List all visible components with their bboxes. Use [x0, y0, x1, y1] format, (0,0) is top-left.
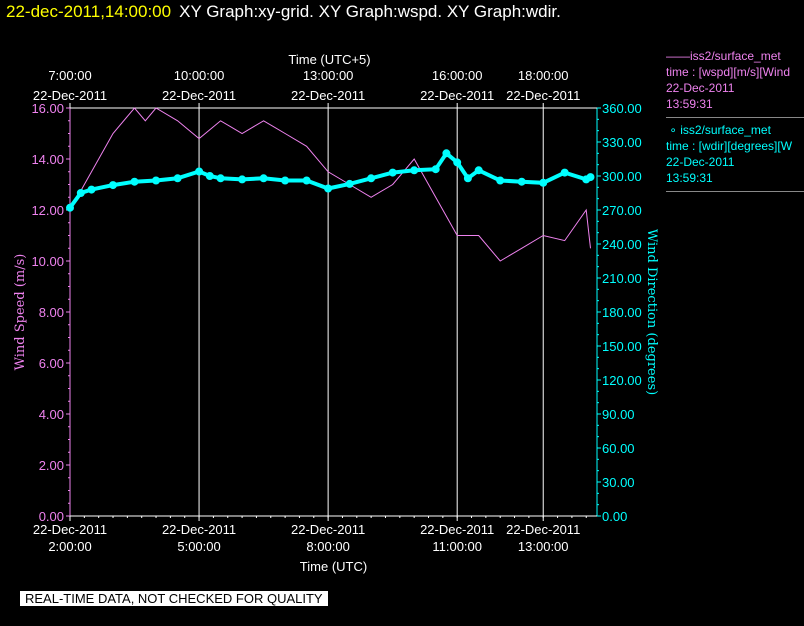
- right-tick-label: 270.00: [602, 203, 642, 218]
- right-tick-label: 90.00: [602, 407, 635, 422]
- right-tick-label: 300.00: [602, 169, 642, 184]
- header-timestamp: 22-dec-2011,14:00:00: [6, 2, 172, 21]
- bottom-tick-date: 22-Dec-2011: [506, 522, 580, 537]
- left-tick-label: 4.00: [39, 407, 64, 422]
- quality-warning-note: REAL-TIME DATA, NOT CHECKED FOR QUALITY: [20, 591, 328, 606]
- right-tick-label: 180.00: [602, 305, 642, 320]
- right-tick-label: 60.00: [602, 441, 635, 456]
- bottom-tick-date: 22-Dec-2011: [291, 522, 365, 537]
- legend-source: iss2/surface_met: [690, 49, 781, 63]
- bottom-tick-date: 22-Dec-2011: [162, 522, 236, 537]
- top-tick-time: 7:00:00: [48, 68, 91, 83]
- legend-divider: [666, 117, 804, 118]
- wdir-series-line: [68, 150, 592, 209]
- left-tick-label: 10.00: [31, 254, 64, 269]
- x-axis-label-top: Time (UTC+5): [288, 52, 370, 67]
- y-axis-label-right: Wind Direction (degrees): [644, 229, 659, 395]
- left-tick-label: 0.00: [39, 509, 64, 524]
- bottom-tick-date: 22-Dec-2011: [420, 522, 494, 537]
- circle-symbol-icon: ∘: [669, 123, 677, 137]
- top-tick-date: 22-Dec-2011: [162, 88, 236, 103]
- top-tick-date: 22-Dec-2011: [33, 88, 107, 103]
- right-tick-label: 210.00: [602, 271, 642, 286]
- right-tick-label: 330.00: [602, 135, 642, 150]
- legend-time: 13:59:31: [666, 97, 713, 111]
- right-tick-label: 0.00: [602, 509, 627, 524]
- left-tick-label: 12.00: [31, 203, 64, 218]
- legend-entry-wdir: ∘ iss2/surface_met time : [wdir][degrees…: [666, 122, 804, 186]
- left-tick-label: 14.00: [31, 152, 64, 167]
- line-symbol-icon: ——: [666, 49, 690, 63]
- y-axis-label-left: Wind Speed (m/s): [13, 254, 28, 371]
- legend-entry-wspd: ——iss2/surface_met time : [wspd][m/s][Wi…: [666, 48, 804, 112]
- top-tick-time: 16:00:00: [432, 68, 483, 83]
- header-graph-titles: XY Graph:xy-grid. XY Graph:wspd. XY Grap…: [179, 2, 561, 21]
- right-tick-label: 240.00: [602, 237, 642, 252]
- top-tick-time: 10:00:00: [174, 68, 225, 83]
- left-tick-label: 16.00: [31, 101, 64, 116]
- top-tick-date: 22-Dec-2011: [420, 88, 494, 103]
- bottom-tick-date: 22-Dec-2011: [33, 522, 107, 537]
- bottom-tick-time: 5:00:00: [177, 539, 220, 554]
- bottom-tick-time: 13:00:00: [518, 539, 569, 554]
- bottom-tick-time: 11:00:00: [432, 539, 482, 554]
- legend-source: iss2/surface_met: [680, 123, 771, 137]
- chart-header: 22-dec-2011,14:00:00 XY Graph:xy-grid. XY…: [6, 2, 561, 22]
- right-tick-label: 360.00: [602, 101, 642, 116]
- left-tick-label: 6.00: [39, 356, 64, 371]
- top-tick-time: 18:00:00: [518, 68, 569, 83]
- legend-date: 22-Dec-2011: [666, 81, 735, 95]
- bottom-tick-time: 2:00:00: [48, 539, 91, 554]
- top-tick-date: 22-Dec-2011: [506, 88, 580, 103]
- wspd-series-line: [69, 107, 591, 262]
- bottom-tick-time: 8:00:00: [306, 539, 349, 554]
- right-tick-label: 120.00: [602, 373, 642, 388]
- left-tick-label: 2.00: [39, 458, 64, 473]
- legend-date: 22-Dec-2011: [666, 155, 735, 169]
- x-axis-label-bottom: Time (UTC): [300, 559, 367, 574]
- top-tick-date: 22-Dec-2011: [291, 88, 365, 103]
- top-tick-time: 13:00:00: [303, 68, 354, 83]
- legend-variable: time : [wdir][degrees][W: [666, 139, 793, 153]
- right-tick-label: 150.00: [602, 339, 642, 354]
- legend-divider: [666, 191, 804, 192]
- legend-variable: time : [wspd][m/s][Wind: [666, 65, 791, 79]
- left-tick-label: 8.00: [39, 305, 64, 320]
- legend-time: 13:59:31: [666, 171, 713, 185]
- right-tick-label: 30.00: [602, 475, 635, 490]
